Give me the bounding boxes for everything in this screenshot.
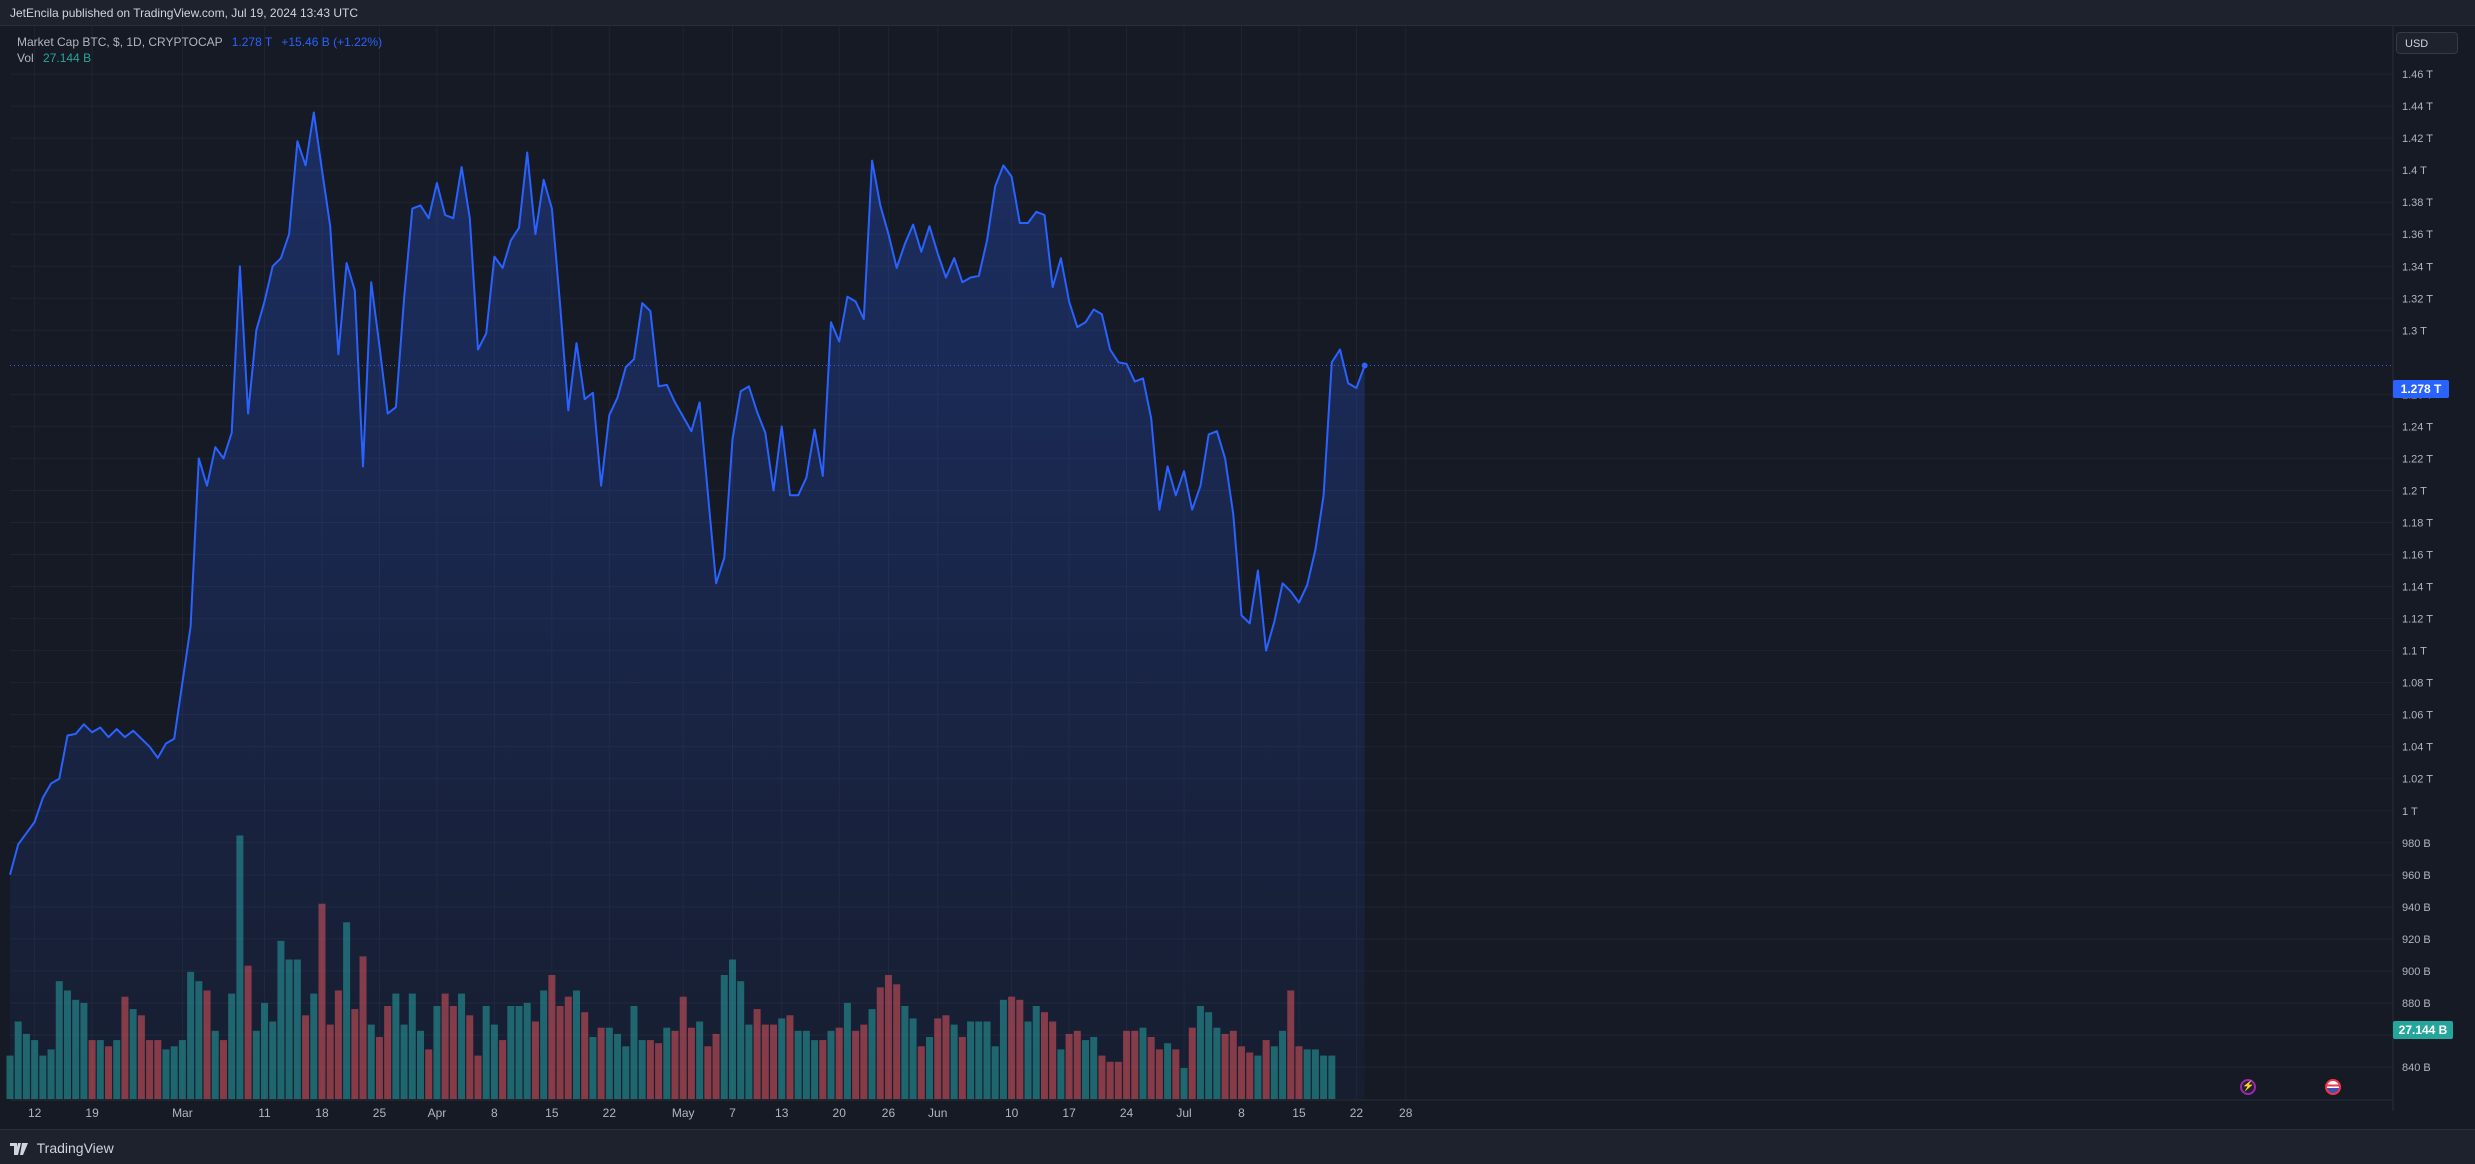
volume-label[interactable]: Vol (17, 51, 34, 65)
series-legend: Market Cap BTC, $, 1D, CRYPTOCAP 1.278 T… (17, 34, 382, 66)
time-axis[interactable]: 12 19 Mar 11 18 25 Apr 8 15 22 May 7 13 20 26 Jun 10 17 24… (28, 1106, 1413, 1120)
x-tick-label: 15 (545, 1106, 559, 1120)
publisher-bar: JetEncila published on TradingView.com, … (0, 0, 2475, 26)
footer-bar: TradingView (0, 1129, 2475, 1164)
y-tick-label: 1.32 T (2402, 293, 2433, 305)
y-tick-label: 1.34 T (2402, 261, 2433, 273)
y-tick-label: 1.04 T (2402, 742, 2433, 754)
x-tick-label: 12 (28, 1106, 42, 1120)
y-tick-label: 900 B (2402, 966, 2431, 978)
y-tick-label: 1 T (2402, 806, 2418, 818)
x-tick-label: Jul (1176, 1106, 1191, 1120)
price-area (9, 111, 2393, 1099)
x-tick-label: 22 (603, 1106, 617, 1120)
us-flag-event-icon[interactable] (2325, 1079, 2341, 1095)
x-tick-label: Jun (928, 1106, 947, 1120)
x-tick-label: 24 (1120, 1106, 1134, 1120)
flash-event-icon[interactable]: ⚡ (2240, 1079, 2256, 1095)
legend-main-row: Market Cap BTC, $, 1D, CRYPTOCAP 1.278 T… (17, 34, 382, 50)
y-tick-label: 1.06 T (2402, 710, 2433, 722)
price-line (9, 111, 1366, 876)
x-tick-label: 26 (882, 1106, 896, 1120)
y-tick-label: 1.44 T (2402, 101, 2433, 113)
y-tick-label: 1.22 T (2402, 453, 2433, 465)
y-tick-label: 1.42 T (2402, 133, 2433, 145)
x-tick-label: 11 (258, 1106, 271, 1120)
x-tick-label: 13 (775, 1106, 789, 1120)
y-tick-label: 840 B (2402, 1062, 2431, 1074)
y-tick-label: 880 B (2402, 998, 2431, 1010)
x-tick-label: 19 (85, 1106, 99, 1120)
y-tick-label: 1.12 T (2402, 614, 2433, 626)
volume-value: 27.144 B (43, 51, 92, 65)
y-tick-label: 1.16 T (2402, 550, 2433, 562)
x-tick-label: May (672, 1106, 695, 1120)
y-tick-label: 960 B (2402, 870, 2431, 882)
y-tick-label: 1.2 T (2402, 485, 2427, 497)
last-price: 1.278 T (231, 35, 273, 49)
x-tick-label: Mar (172, 1106, 193, 1120)
x-tick-label: 18 (315, 1106, 329, 1120)
x-tick-label: 10 (1005, 1106, 1019, 1120)
price-area-fill (10, 112, 1365, 1099)
x-tick-label: 20 (833, 1106, 847, 1120)
price-chart[interactable]: 1.48 T1.46 T1.44 T1.42 T1.4 T1.38 T1.36 … (0, 0, 2475, 1129)
y-tick-label: 1.08 T (2402, 678, 2433, 690)
x-tick-label: 22 (1350, 1106, 1364, 1120)
brand-name: TradingView (36, 1140, 114, 1156)
symbol-title[interactable]: Market Cap BTC, $, 1D, CRYPTOCAP (17, 35, 223, 49)
y-tick-label: 980 B (2402, 838, 2431, 850)
legend-volume-row: Vol 27.144 B (17, 50, 382, 66)
last-volume-tag: 27.144 B (2393, 1021, 2453, 1039)
y-tick-label: 1.4 T (2402, 165, 2427, 177)
y-tick-label: 1.3 T (2402, 325, 2427, 337)
y-tick-label: 1.46 T (2402, 69, 2433, 81)
x-tick-label: 8 (491, 1106, 498, 1120)
last-price-dot (1361, 362, 1368, 369)
y-tick-label: 1.02 T (2402, 774, 2433, 786)
publisher-byline: JetEncila published on TradingView.com, … (10, 6, 358, 20)
price-axis[interactable]: 1.48 T1.46 T1.44 T1.42 T1.4 T1.38 T1.36 … (2402, 37, 2433, 1074)
y-tick-label: 1.36 T (2402, 229, 2433, 241)
y-tick-label: 1.18 T (2402, 517, 2433, 529)
y-tick-label: 1.24 T (2402, 421, 2433, 433)
price-change: +15.46 B (+1.22%) (281, 35, 383, 49)
y-tick-label: 1.14 T (2402, 582, 2433, 594)
x-tick-label: 28 (1399, 1106, 1413, 1120)
x-tick-label: 15 (1292, 1106, 1306, 1120)
y-tick-label: 1.1 T (2402, 646, 2427, 658)
y-tick-label: 1.38 T (2402, 197, 2433, 209)
x-tick-label: 7 (729, 1106, 736, 1120)
tradingview-logo-icon (10, 1143, 28, 1156)
x-tick-label: Apr (428, 1106, 447, 1120)
x-tick-label: 8 (1238, 1106, 1245, 1120)
tradingview-logo[interactable]: TradingView (10, 1140, 114, 1156)
x-tick-label: 25 (373, 1106, 387, 1120)
last-price-tag: 1.278 T (2393, 380, 2449, 398)
x-tick-label: 17 (1062, 1106, 1076, 1120)
y-tick-label: 940 B (2402, 902, 2431, 914)
y-tick-label: 920 B (2402, 934, 2431, 946)
currency-selector[interactable]: USD (2396, 32, 2458, 54)
